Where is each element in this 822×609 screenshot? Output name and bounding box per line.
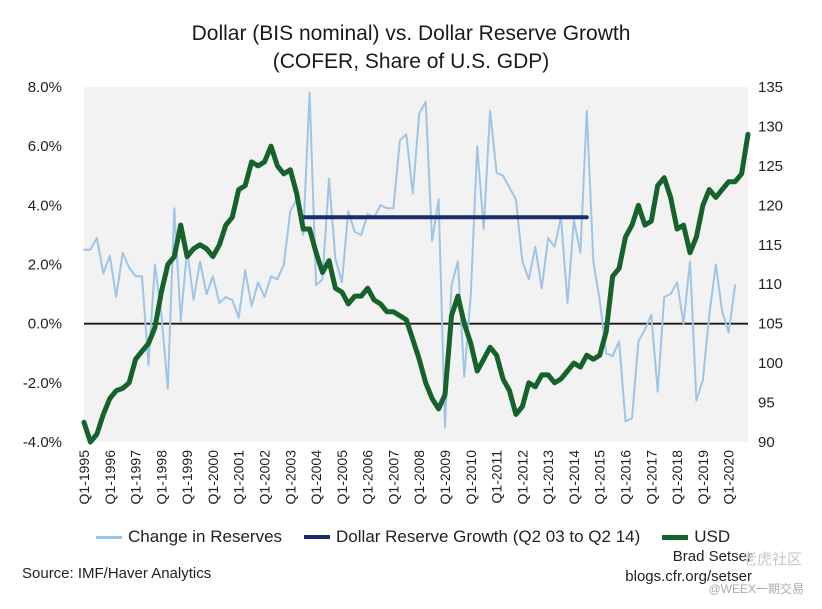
legend-item-reserve-growth: Dollar Reserve Growth (Q2 03 to Q2 14)	[304, 527, 640, 547]
right-axis-tick-label: 125	[758, 158, 783, 175]
x-axis-tick-label: Q1-2015	[592, 450, 608, 505]
x-axis-tick-label: Q1-1998	[153, 450, 169, 505]
x-axis-tick-label: Q1-2016	[618, 450, 634, 505]
x-axis-tick-label: Q1-2008	[411, 450, 427, 505]
series-line-change-in-reserves	[83, 91, 737, 429]
x-axis-tick-label: Q1-2010	[463, 450, 479, 505]
legend-item-usd: USD	[662, 527, 730, 547]
right-axis-tick-label: 95	[758, 395, 775, 412]
x-axis-tick-label: Q1-2012	[514, 450, 530, 505]
source-note: Source: IMF/Haver Analytics	[22, 565, 212, 582]
left-axis-tick-label: 2.0%	[28, 257, 62, 274]
x-axis-tick-label: Q1-2004	[308, 450, 324, 505]
right-axis-tick-label: 105	[758, 316, 783, 333]
x-axis-tick-label: Q1-2001	[231, 450, 247, 505]
watermark-logo: 老虎社区	[741, 551, 802, 568]
x-axis-tick-label: Q1-2017	[643, 450, 659, 505]
x-axis-tick-label: Q1-2019	[695, 450, 711, 505]
author-url: blogs.cfr.org/setser	[625, 568, 752, 585]
right-axis-tick-label: 90	[758, 434, 775, 451]
x-axis-tick-label: Q1-2003	[282, 450, 298, 505]
chart-subtitle: (COFER, Share of U.S. GDP)	[272, 50, 550, 73]
left-axis-tick-label: -4.0%	[23, 434, 62, 451]
x-axis-tick-label: Q1-2009	[437, 450, 453, 505]
x-axis-tick-label: Q1-1997	[128, 450, 144, 505]
x-axis-tick-label: Q1-2002	[257, 450, 273, 505]
right-axis-tick-label: 120	[758, 197, 783, 214]
right-axis-tick-label: 135	[758, 79, 783, 96]
x-axis-tick-label: Q1-2013	[540, 450, 556, 505]
x-axis-tick-label: Q1-2018	[669, 450, 685, 505]
right-axis-tick-label: 110	[758, 276, 782, 293]
legend-swatch-reserves	[96, 535, 122, 539]
left-axis-tick-label: 8.0%	[28, 79, 62, 96]
x-axis-tick-label: Q1-1995	[76, 450, 92, 505]
legend-label-reserve-growth: Dollar Reserve Growth (Q2 03 to Q2 14)	[336, 527, 641, 546]
x-axis-tick-label: Q1-1996	[102, 450, 118, 505]
legend-swatch-usd	[662, 534, 689, 540]
right-axis-tick-label: 100	[758, 355, 783, 372]
x-axis-tick-label: Q1-1999	[179, 450, 195, 505]
left-axis-tick-label: -2.0%	[23, 375, 62, 392]
x-axis-tick-label: Q1-2007	[385, 450, 401, 505]
chart-title: Dollar (BIS nominal) vs. Dollar Reserve …	[191, 22, 631, 45]
attribution: Brad Setser blogs.cfr.org/setser	[625, 547, 752, 587]
legend: Change in Reserves Dollar Reserve Growth…	[96, 527, 752, 547]
legend-label-usd: USD	[694, 527, 731, 546]
series-line-usd	[81, 131, 751, 445]
x-axis-tick-label: Q1-2011	[489, 450, 505, 504]
author-name: Brad Setser	[672, 548, 752, 565]
left-axis-tick-label: 0.0%	[28, 316, 62, 333]
x-axis-tick-label: Q1-2014	[566, 450, 582, 505]
legend-item-reserves: Change in Reserves	[96, 527, 282, 547]
left-axis-tick-label: 4.0%	[28, 197, 62, 214]
left-axis-tick-label: 6.0%	[28, 138, 62, 155]
right-axis-tick-label: 130	[758, 118, 783, 135]
plot-area	[84, 87, 748, 442]
right-axis-tick-label: 115	[758, 237, 782, 254]
x-axis-tick-label: Q1-2006	[360, 450, 376, 505]
x-axis-tick-label: Q1-2005	[334, 450, 350, 505]
watermark-text: @WEEX一期交易	[708, 582, 804, 596]
legend-label-reserves: Change in Reserves	[128, 527, 283, 546]
legend-swatch-reserve-growth	[304, 535, 331, 539]
x-axis-tick-label: Q1-2000	[205, 450, 221, 505]
x-axis-tick-label: Q1-2020	[721, 450, 737, 505]
